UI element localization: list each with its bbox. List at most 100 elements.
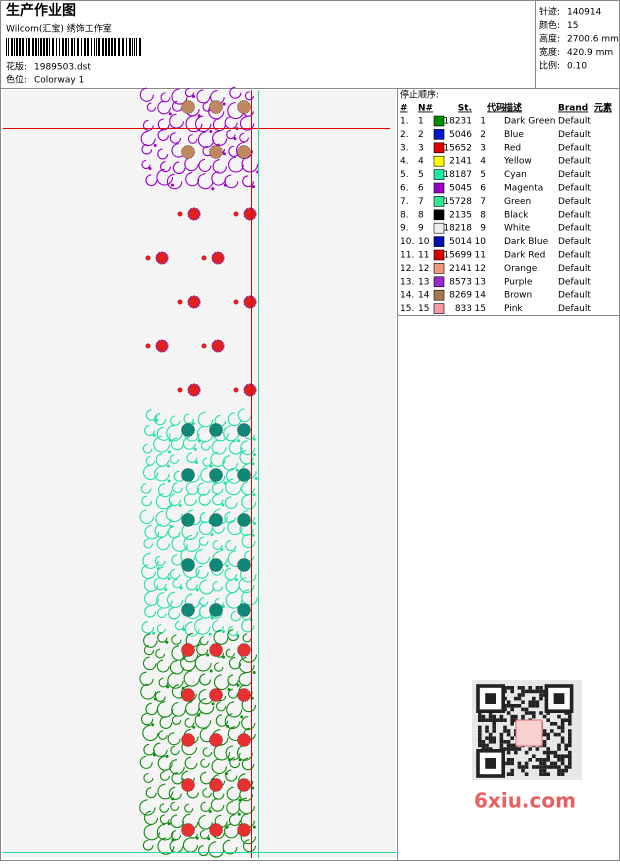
qr-cell [514,747,518,751]
qr-cell [532,700,536,704]
qr-cell [499,736,504,740]
row-stitches: 2135 [449,210,472,220]
qr-cell [560,718,565,722]
qr-cell [524,689,529,694]
qr-cell [514,704,518,708]
swirl [139,755,153,769]
qr-cell [481,718,486,722]
bar [46,38,48,56]
qr-cell [546,718,550,722]
swirl [158,730,168,740]
swirl [156,608,167,619]
qr-cell [528,686,532,690]
dot [251,533,255,537]
info-value: 2700.6 mm [567,35,619,45]
qr-cell [550,729,554,733]
row-needle: 4 [418,157,424,167]
qr-cell [542,750,547,755]
qr-cell [539,758,543,762]
qr-cell [510,689,514,694]
motif [181,423,195,437]
swirl [198,845,210,857]
bar [71,38,73,56]
column-header: N# [418,104,433,114]
swirl [159,803,170,813]
swirl [224,116,238,130]
qr-finder-core [485,693,496,704]
swirl [142,464,159,481]
motif [209,513,223,527]
qr-cell [568,718,572,722]
qr-cell [539,765,543,769]
swirl [238,577,255,594]
swirl [143,743,155,756]
swirl [156,624,166,634]
qr-cell [517,704,522,708]
swirl [166,173,183,190]
swirl [185,578,198,591]
row-description: Brown [504,291,532,301]
bud [145,255,151,261]
qr-cell [553,765,558,769]
bud [201,255,207,261]
swirl [202,788,212,798]
swirl [154,691,166,702]
color-swatch [433,249,445,261]
swirl [212,159,228,174]
dot [178,504,182,508]
swirl [224,567,238,581]
qr-cell [506,750,511,755]
swirl [213,662,224,672]
qr-cell [503,718,507,722]
qr-cell [492,725,496,730]
swirl [143,633,158,648]
bar [96,38,97,56]
swirl [153,742,168,757]
qr-cell [510,747,514,751]
swirl [157,755,173,771]
row-needle: 1 [418,117,424,127]
flower [187,295,201,309]
qr-cell [485,725,489,730]
row-code: 2 [480,130,486,140]
qr-cell [535,686,540,690]
qr-cell [539,686,543,690]
qr-cell [524,711,529,715]
qr-cell [499,718,504,722]
swirl [144,605,157,618]
swirl [198,493,211,506]
color-swatch [433,303,445,314]
swirl [198,536,209,546]
qr-cell [560,768,565,773]
dot [252,453,256,457]
swirl [198,521,213,536]
qr-cell [557,758,561,762]
swirl [185,701,200,716]
motif [237,603,251,617]
row-description: Dark Blue [504,237,549,247]
dot [209,130,213,134]
qr-cell [542,693,547,697]
bar [139,38,141,56]
row-code: 10 [475,237,487,247]
subtitle: Wilcom(汇宝) 绣饰工作室 [6,23,112,35]
bar [87,38,89,56]
qr-cell [568,761,572,766]
swirl [227,102,245,120]
motif [237,823,251,837]
dot [164,588,168,592]
swirl [160,92,171,103]
swirl [156,168,174,186]
swirl [171,645,187,661]
dot [208,632,212,636]
swirl [158,677,169,688]
bar [94,38,95,56]
swirl [155,648,166,659]
qr-cell [496,718,500,722]
qr-cell [478,718,482,722]
swirl [212,130,228,146]
row-brand: Default [558,210,591,220]
swirl [169,454,180,464]
qr-cell [521,693,525,697]
